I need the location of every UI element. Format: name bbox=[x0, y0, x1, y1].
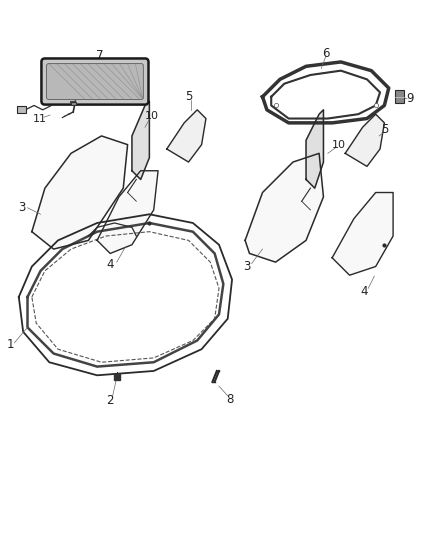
Text: 3: 3 bbox=[18, 201, 25, 214]
Text: 5: 5 bbox=[381, 123, 389, 136]
FancyBboxPatch shape bbox=[47, 63, 143, 99]
Bar bbox=[17, 107, 26, 114]
Polygon shape bbox=[132, 101, 149, 180]
Text: 10: 10 bbox=[332, 140, 346, 150]
Text: 2: 2 bbox=[106, 394, 114, 407]
Polygon shape bbox=[262, 62, 389, 123]
Text: 5: 5 bbox=[185, 90, 192, 103]
Text: 6: 6 bbox=[322, 47, 329, 60]
FancyBboxPatch shape bbox=[395, 90, 404, 103]
Polygon shape bbox=[32, 136, 127, 249]
Polygon shape bbox=[97, 171, 158, 254]
Text: 4: 4 bbox=[106, 258, 114, 271]
Text: 4: 4 bbox=[360, 285, 367, 298]
Polygon shape bbox=[167, 110, 206, 162]
Polygon shape bbox=[345, 114, 385, 166]
Text: 8: 8 bbox=[226, 393, 233, 406]
Text: 1: 1 bbox=[6, 338, 14, 351]
Text: 3: 3 bbox=[244, 260, 251, 273]
Polygon shape bbox=[245, 154, 323, 262]
FancyBboxPatch shape bbox=[42, 59, 148, 104]
Text: 9: 9 bbox=[407, 92, 414, 106]
Text: 10: 10 bbox=[145, 111, 159, 122]
Text: 7: 7 bbox=[95, 49, 103, 62]
Polygon shape bbox=[19, 214, 232, 375]
Polygon shape bbox=[332, 192, 393, 275]
Text: 11: 11 bbox=[33, 114, 47, 124]
Polygon shape bbox=[306, 110, 323, 188]
Bar bbox=[71, 102, 76, 106]
